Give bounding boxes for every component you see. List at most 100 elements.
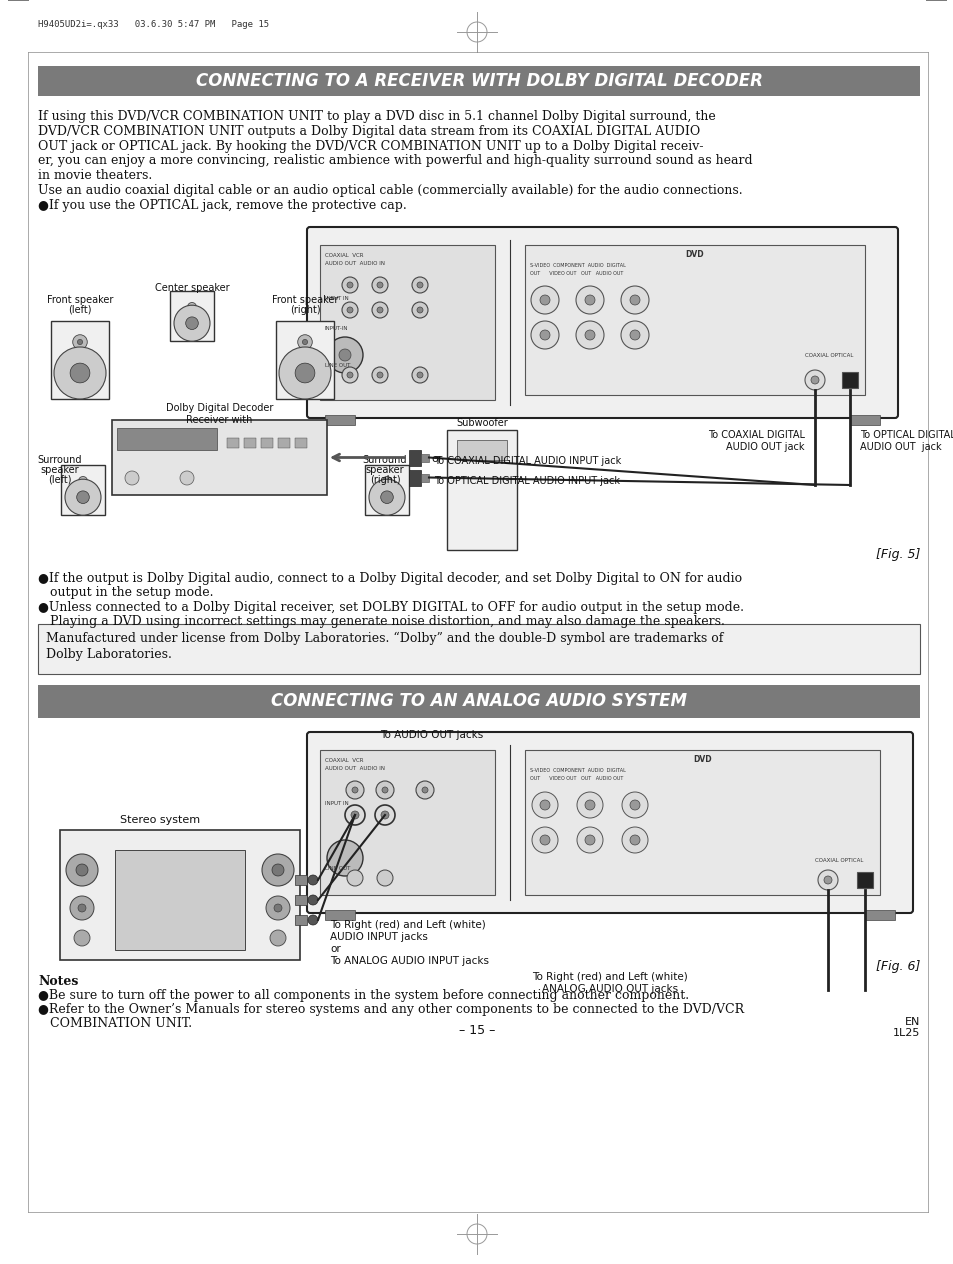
Text: OUT      VIDEO OUT   OUT   AUDIO OUT: OUT VIDEO OUT OUT AUDIO OUT: [530, 776, 622, 781]
Text: [Fig. 5]: [Fig. 5]: [875, 549, 919, 561]
Circle shape: [308, 915, 317, 925]
Circle shape: [345, 805, 365, 825]
Circle shape: [380, 811, 389, 819]
Bar: [849, 415, 879, 425]
Circle shape: [532, 793, 558, 818]
Circle shape: [621, 827, 647, 853]
Text: To COAXIAL DIGITAL: To COAXIAL DIGITAL: [707, 430, 804, 440]
Bar: [276, 321, 334, 399]
Bar: [38, 624, 919, 674]
Text: ●If the output is Dolby Digital audio, connect to a Dolby Digital decoder, and s: ●If the output is Dolby Digital audio, c…: [38, 573, 741, 585]
Text: COAXIAL OPTICAL: COAXIAL OPTICAL: [804, 353, 853, 358]
Bar: [447, 430, 517, 550]
Bar: [325, 415, 355, 425]
Circle shape: [369, 479, 405, 516]
Text: speaker: speaker: [365, 465, 404, 475]
Text: LINE OUT: LINE OUT: [325, 363, 350, 368]
Circle shape: [416, 307, 422, 313]
Text: COAXIAL  VCR: COAXIAL VCR: [325, 758, 363, 763]
Text: ●Refer to the Owner’s Manuals for stereo systems and any other components to be : ●Refer to the Owner’s Manuals for stereo…: [38, 1004, 743, 1016]
Circle shape: [302, 340, 307, 345]
Circle shape: [351, 811, 358, 819]
Circle shape: [327, 841, 363, 876]
Circle shape: [262, 854, 294, 886]
Circle shape: [78, 477, 88, 485]
Circle shape: [531, 286, 558, 313]
Circle shape: [78, 904, 86, 913]
Circle shape: [341, 277, 357, 293]
Circle shape: [372, 277, 388, 293]
Circle shape: [297, 335, 312, 349]
Bar: [277, 439, 290, 447]
Circle shape: [531, 321, 558, 349]
Circle shape: [347, 372, 353, 378]
Bar: [456, 440, 506, 460]
Text: OUT jack or OPTICAL jack. By hooking the DVD/VCR COMBINATION UNIT up to a Dolby : OUT jack or OPTICAL jack. By hooking the…: [38, 139, 702, 153]
Text: To AUDIO OUT jacks: To AUDIO OUT jacks: [379, 731, 483, 739]
Bar: [524, 245, 864, 394]
Text: DVD: DVD: [685, 250, 703, 259]
Circle shape: [817, 870, 837, 890]
Circle shape: [412, 367, 428, 383]
Bar: [319, 750, 495, 895]
Circle shape: [347, 307, 353, 313]
FancyBboxPatch shape: [307, 732, 912, 913]
Text: AUDIO OUT  jack: AUDIO OUT jack: [859, 442, 941, 453]
FancyBboxPatch shape: [307, 228, 897, 418]
Circle shape: [532, 827, 558, 853]
Text: (left): (left): [69, 305, 91, 315]
Text: EN: EN: [903, 1018, 919, 1026]
Text: ANALOG AUDIO OUT jacks: ANALOG AUDIO OUT jacks: [541, 983, 678, 994]
Circle shape: [823, 876, 831, 884]
Circle shape: [412, 277, 428, 293]
Bar: [325, 910, 355, 920]
Circle shape: [372, 302, 388, 319]
Bar: [409, 450, 420, 465]
Bar: [244, 439, 255, 447]
Circle shape: [352, 787, 357, 793]
Circle shape: [372, 367, 388, 383]
Bar: [261, 439, 273, 447]
Circle shape: [381, 787, 388, 793]
Text: Front speaker: Front speaker: [272, 295, 337, 305]
Circle shape: [577, 793, 602, 818]
Text: Dolby Digital Decoder: Dolby Digital Decoder: [166, 403, 273, 413]
Text: Subwoofer: Subwoofer: [456, 418, 507, 428]
Circle shape: [338, 349, 351, 362]
Circle shape: [308, 875, 317, 885]
Circle shape: [576, 321, 603, 349]
Text: AUDIO OUT  AUDIO IN: AUDIO OUT AUDIO IN: [325, 260, 385, 265]
Circle shape: [188, 302, 196, 311]
Text: S-VIDEO  COMPONENT  AUDIO  DIGITAL: S-VIDEO COMPONENT AUDIO DIGITAL: [530, 263, 625, 268]
Text: Center speaker: Center speaker: [154, 283, 229, 293]
Text: Playing a DVD using incorrect settings may generate noise distortion, and may al: Playing a DVD using incorrect settings m…: [38, 616, 724, 628]
Text: Surround: Surround: [362, 455, 407, 465]
Bar: [856, 872, 872, 889]
Circle shape: [65, 479, 101, 516]
Circle shape: [376, 307, 382, 313]
Text: Stereo system: Stereo system: [120, 815, 200, 825]
Circle shape: [376, 282, 382, 288]
Text: speaker: speaker: [41, 465, 79, 475]
Text: ●If you use the OPTICAL jack, remove the protective cap.: ●If you use the OPTICAL jack, remove the…: [38, 198, 406, 212]
Text: To OPTICAL DIGITAL: To OPTICAL DIGITAL: [859, 430, 953, 440]
Text: ●Be sure to turn off the power to all components in the system before connecting: ●Be sure to turn off the power to all co…: [38, 988, 688, 1002]
Bar: [38, 66, 919, 96]
Text: (right): (right): [290, 305, 320, 315]
Circle shape: [584, 330, 595, 340]
Text: S-VIDEO  COMPONENT  AUDIO  DIGITAL: S-VIDEO COMPONENT AUDIO DIGITAL: [530, 769, 625, 774]
Bar: [420, 474, 429, 482]
Text: Dolby Laboratories.: Dolby Laboratories.: [46, 648, 172, 661]
Bar: [171, 291, 213, 341]
Text: [Fig. 6]: [Fig. 6]: [875, 959, 919, 973]
Text: DVD: DVD: [693, 755, 711, 763]
Bar: [524, 750, 879, 895]
Bar: [294, 915, 307, 925]
Circle shape: [810, 375, 818, 384]
Circle shape: [308, 895, 317, 905]
Text: LINE OUT: LINE OUT: [325, 866, 350, 871]
Circle shape: [584, 295, 595, 305]
Circle shape: [71, 363, 90, 383]
Circle shape: [341, 302, 357, 319]
Bar: [61, 465, 105, 516]
